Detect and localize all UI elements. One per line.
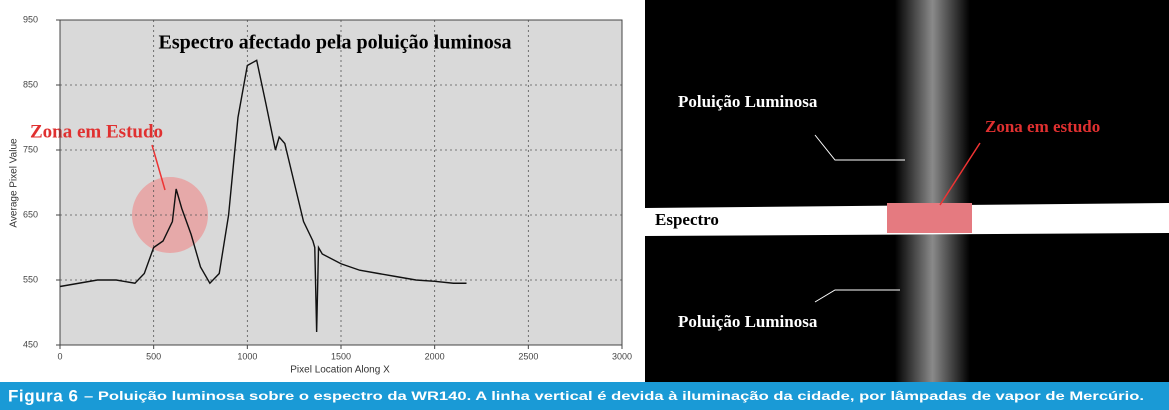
study-zone bbox=[887, 203, 972, 233]
annotation-arrow bbox=[151, 144, 166, 191]
annotation: Zona em Estudo bbox=[30, 121, 163, 142]
x-tick-label: 3000 bbox=[612, 351, 632, 361]
plot: 450 550 650 750 850 950 0 500 1000 1500 2000 2500 30… bbox=[23, 14, 632, 361]
caption-label: Figura 6 bbox=[8, 386, 78, 405]
leader-line bbox=[814, 289, 900, 303]
y-axis-label: Average Pixel Value bbox=[9, 138, 20, 228]
light-pollution-band bbox=[895, 0, 970, 382]
caption-bar bbox=[0, 382, 1169, 410]
photo-label: Poluição Luminosa bbox=[678, 92, 818, 111]
x-tick-label: 500 bbox=[146, 351, 161, 361]
chart-title: Espectro afectado pela poluição luminosa bbox=[159, 32, 512, 54]
leader-line bbox=[814, 134, 905, 161]
photo-label: Poluição Luminosa bbox=[678, 312, 818, 331]
y-tick-label: 650 bbox=[23, 209, 38, 219]
y-tick-label: 550 bbox=[23, 274, 38, 284]
y-tick-label: 850 bbox=[23, 79, 38, 89]
x-tick-label: 2000 bbox=[425, 351, 445, 361]
y-tick-label: 450 bbox=[23, 339, 38, 349]
data-line bbox=[59, 59, 467, 333]
photo-label: Espectro bbox=[655, 210, 719, 229]
plot-frame bbox=[59, 19, 623, 346]
photo-label: Zona em estudo bbox=[985, 117, 1100, 136]
x-tick-label: 2500 bbox=[518, 351, 538, 361]
y-tick-label: 950 bbox=[23, 14, 38, 24]
y-tick-label: 750 bbox=[23, 144, 38, 154]
caption-text: – Poluição luminosa sobre o espectro da … bbox=[84, 389, 1144, 403]
leader-line bbox=[939, 142, 981, 206]
x-tick-label: 1500 bbox=[331, 351, 351, 361]
x-tick-label: 0 bbox=[57, 351, 62, 361]
x-tick-label: 1000 bbox=[237, 351, 257, 361]
x-axis-label: Pixel Location Along X bbox=[290, 365, 390, 376]
